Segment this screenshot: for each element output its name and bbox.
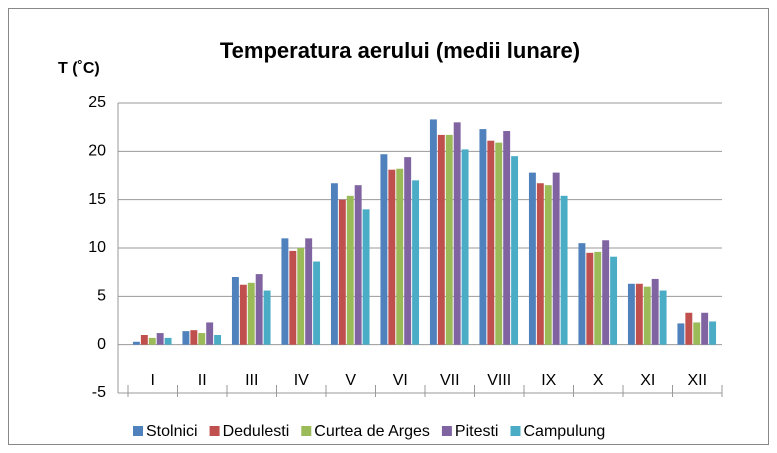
y-tick-label: 25 xyxy=(88,94,106,111)
bar xyxy=(560,195,568,345)
bar xyxy=(214,335,222,345)
x-tick-label: XI xyxy=(640,372,655,389)
bar xyxy=(156,333,164,345)
bar xyxy=(198,333,206,345)
x-tick-label: III xyxy=(245,372,258,389)
legend-label: Pitesti xyxy=(455,423,499,440)
bar xyxy=(544,185,552,345)
bar xyxy=(701,312,709,345)
bar xyxy=(528,172,536,345)
legend-label: Curtea de Arges xyxy=(314,423,430,440)
bar xyxy=(709,321,717,345)
bar xyxy=(380,154,388,345)
x-tick-label: IX xyxy=(541,372,556,389)
y-tick-label: 15 xyxy=(88,191,106,208)
chart-title: Temperatura aerului (medii lunare) xyxy=(220,38,580,63)
x-tick-label: VIII xyxy=(487,372,511,389)
bar xyxy=(346,195,354,345)
x-tick-label: XII xyxy=(687,372,707,389)
bar xyxy=(503,131,511,345)
bar xyxy=(297,248,305,345)
bar xyxy=(651,278,659,345)
bar xyxy=(140,335,148,345)
bar xyxy=(659,290,667,345)
bar xyxy=(289,250,297,345)
y-tick-label: 20 xyxy=(88,143,106,160)
bar xyxy=(461,149,469,345)
bar xyxy=(635,283,643,345)
bar xyxy=(247,282,255,345)
legend-label: Stolnici xyxy=(146,423,198,440)
bar xyxy=(495,142,503,345)
bar xyxy=(206,322,214,345)
bar xyxy=(412,180,420,345)
bar xyxy=(313,261,321,345)
bar xyxy=(164,337,172,345)
bar xyxy=(255,274,263,345)
bar xyxy=(643,286,651,345)
bar xyxy=(685,312,693,345)
bar xyxy=(602,240,610,345)
bar xyxy=(281,238,289,345)
x-tick-label: X xyxy=(593,372,604,389)
bar xyxy=(487,140,495,345)
bar xyxy=(594,251,602,345)
y-tick-label: -5 xyxy=(92,384,106,401)
bar xyxy=(552,172,560,345)
bar xyxy=(388,169,396,345)
bar xyxy=(231,277,239,345)
bar xyxy=(627,283,635,345)
x-tick-label: VII xyxy=(440,372,460,389)
x-tick-label: V xyxy=(345,372,356,389)
bar xyxy=(445,134,453,345)
x-tick-label: I xyxy=(151,372,155,389)
legend-swatch xyxy=(301,426,312,436)
y-tick-label: 10 xyxy=(88,239,106,256)
bar xyxy=(182,331,190,345)
bar xyxy=(354,185,362,345)
legend-swatch xyxy=(133,426,143,436)
bar xyxy=(190,330,198,345)
bar xyxy=(479,129,487,345)
y-axis-label: T (˚C) xyxy=(58,60,100,77)
bar xyxy=(148,337,156,345)
bar xyxy=(239,284,247,345)
bar xyxy=(586,252,594,345)
legend-label: Campulung xyxy=(523,423,605,440)
bar xyxy=(330,183,338,345)
bar xyxy=(338,199,346,345)
x-tick-label: IV xyxy=(294,372,309,389)
bar xyxy=(132,341,140,345)
bar xyxy=(536,183,544,345)
bar xyxy=(429,119,437,345)
x-tick-label: II xyxy=(198,372,207,389)
bar xyxy=(677,323,685,345)
legend-swatch xyxy=(441,426,452,436)
x-tick-label: VI xyxy=(393,372,408,389)
bar xyxy=(404,157,412,345)
legend-swatch xyxy=(510,426,521,436)
bar xyxy=(453,122,461,345)
bar xyxy=(578,243,586,345)
bar xyxy=(396,168,404,345)
bar xyxy=(511,156,519,345)
y-tick-label: 0 xyxy=(97,336,106,353)
bar xyxy=(362,209,370,345)
bar xyxy=(305,238,313,345)
bar xyxy=(437,134,445,345)
bar xyxy=(610,256,618,345)
y-tick-label: 5 xyxy=(97,288,106,305)
legend-swatch xyxy=(209,426,220,436)
legend-label: Dedulesti xyxy=(223,423,290,440)
bar xyxy=(693,322,701,345)
bar xyxy=(263,290,271,345)
